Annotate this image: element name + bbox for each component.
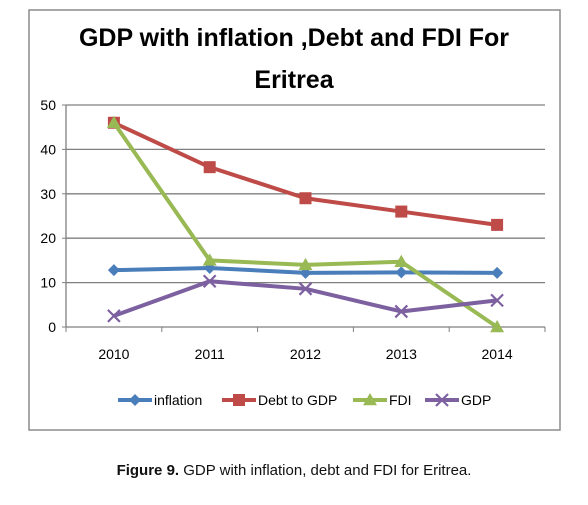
legend-swatch-marker <box>363 393 377 406</box>
data-point <box>491 218 504 231</box>
legend-label: FDI <box>389 392 412 408</box>
data-point <box>394 254 409 267</box>
data-point <box>107 264 120 277</box>
y-tick-label: 30 <box>40 186 56 202</box>
data-point <box>106 115 121 129</box>
legend-swatch-marker <box>129 394 141 406</box>
legend-swatch-marker <box>435 393 449 407</box>
data-point <box>202 274 217 289</box>
series-layer <box>106 115 505 333</box>
x-tick-label: 2012 <box>290 346 321 362</box>
y-tick-label: 40 <box>40 141 56 157</box>
figure-caption: Figure 9. GDP with inflation, debt and F… <box>0 462 588 479</box>
legend-item: Debt to GDP <box>222 392 337 408</box>
x-tick-label: 2010 <box>98 346 129 362</box>
legend-label: Debt to GDP <box>258 392 337 408</box>
x-tick-label: 2011 <box>195 346 225 362</box>
chart-title-line-2: Eritrea <box>254 66 334 94</box>
x-axis-ticks: 2010 2011 2012 2013 2014 <box>65 327 546 362</box>
data-point <box>490 293 504 308</box>
y-tick-label: 20 <box>40 230 56 246</box>
data-point <box>299 192 312 205</box>
x-tick-label: 2013 <box>386 346 417 362</box>
data-point <box>107 309 121 323</box>
data-point <box>395 266 408 279</box>
legend-item: inflation <box>118 392 202 408</box>
legend-item: FDI <box>353 392 412 408</box>
legend-item: GDP <box>425 392 491 408</box>
data-point <box>394 304 409 319</box>
legend-label: GDP <box>461 392 491 408</box>
data-point <box>491 266 504 279</box>
gridlines <box>66 104 545 284</box>
legend-label: inflation <box>154 392 202 408</box>
caption-label: Figure 9. <box>116 462 180 479</box>
axes <box>65 105 545 328</box>
legend-swatch-marker <box>233 394 245 406</box>
data-point <box>298 257 313 271</box>
series-fdi <box>106 115 505 333</box>
caption-text: GDP with inflation, debt and FDI for Eri… <box>179 462 472 479</box>
y-tick-label: 10 <box>40 275 56 291</box>
data-point <box>203 161 216 174</box>
data-point <box>490 320 505 333</box>
legend: inflation Debt to GDP FDI GDP <box>118 392 491 408</box>
y-tick-label: 50 <box>40 97 56 113</box>
data-point <box>202 253 217 266</box>
data-point <box>395 205 408 218</box>
x-tick-label: 2014 <box>482 346 513 362</box>
data-point <box>298 282 313 296</box>
series-gdp <box>107 274 504 323</box>
y-axis-ticks: 0 10 20 30 40 50 <box>40 97 66 335</box>
chart-title-line-1: GDP with inflation ,Debt and FDI For <box>79 24 509 52</box>
y-tick-label: 0 <box>48 319 56 335</box>
